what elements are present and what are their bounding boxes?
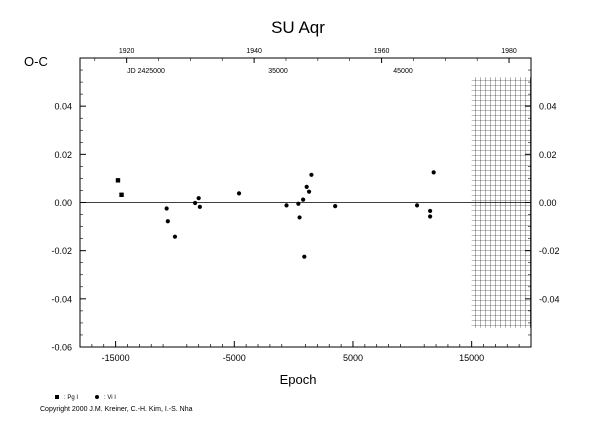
year-tick-label: 1940 (246, 48, 262, 55)
y-tick-label: -0.02 (51, 246, 72, 256)
y-tick-label: 0.02 (54, 150, 72, 160)
point-vi (309, 172, 314, 177)
y-tick-label: 0.00 (54, 198, 72, 208)
year-tick-label: 1920 (119, 48, 135, 55)
point-vi (333, 204, 338, 209)
legend: : Pg I : Vi I (55, 395, 116, 401)
point-vi (301, 197, 306, 202)
year-tick-label: 1980 (501, 48, 517, 55)
jd-label-45000: 45000 (393, 68, 413, 75)
y-right-tick-label: 0.02 (539, 150, 557, 160)
y-tick-label: 0.04 (54, 102, 72, 112)
year-tick-label: 1960 (374, 48, 390, 55)
point-vi (428, 214, 433, 219)
point-vi (431, 170, 436, 175)
y-right-tick-label: 0.04 (539, 102, 557, 112)
y-axis-label: O-C (24, 54, 48, 69)
point-vi (164, 206, 169, 211)
point-vi (297, 215, 302, 220)
point-vi (306, 189, 312, 194)
chart-title: SU Aqr (271, 18, 325, 37)
legend-label-vi: : Vi I (104, 395, 116, 401)
y-right-tick-label: -0.04 (539, 294, 560, 304)
point-vi (172, 234, 178, 239)
y-tick-label: -0.06 (51, 343, 72, 353)
jd-label-35000: 35000 (268, 68, 288, 75)
legend-label-pg: : Pg I (64, 395, 78, 401)
x-tick-label: -5000 (223, 353, 246, 363)
point-vi (193, 200, 198, 206)
point-vi (236, 191, 242, 196)
x-axis-label: Epoch (280, 372, 317, 387)
y-right-tick-label: -0.02 (539, 246, 560, 256)
top-year-axis: 19201940196019802000 (94, 48, 517, 63)
point-vi (296, 201, 301, 206)
axis-ticks: -15000 -5000 5000 15000 -0.06 -0.04 -0.02 0.00 0… (51, 69, 560, 363)
point-vi (284, 203, 289, 208)
x-tick-label: 5000 (343, 353, 363, 363)
data-points (115, 170, 436, 259)
x-tick-label: -15000 (102, 353, 130, 363)
jd-label: JD 2425000 (127, 68, 165, 75)
y-tick-label: -0.04 (51, 294, 72, 304)
legend-square-marker (55, 395, 59, 399)
point-pg (119, 192, 124, 197)
point-vi (302, 254, 307, 259)
point-vi (196, 196, 201, 201)
x-tick-label: 15000 (459, 353, 484, 363)
point-vi (304, 184, 309, 189)
legend-circle-marker (95, 395, 99, 399)
point-vi (197, 204, 202, 209)
copyright-text: Copyright 2000 J.M. Kreiner, C.-H. Kim, … (40, 406, 193, 413)
point-vi (165, 219, 170, 224)
point-vi (414, 203, 420, 208)
y-right-tick-label: 0.00 (539, 198, 557, 208)
point-pg (115, 178, 121, 183)
point-vi (428, 208, 433, 214)
